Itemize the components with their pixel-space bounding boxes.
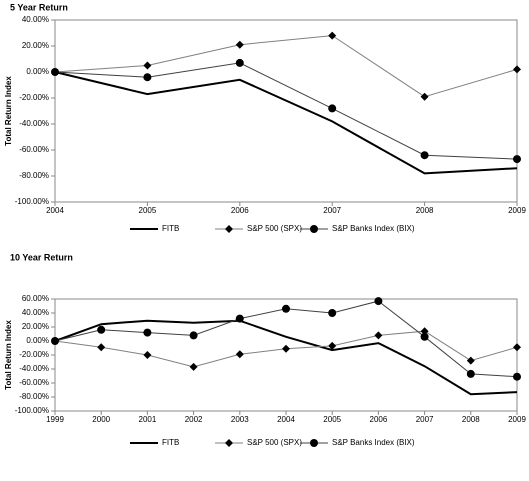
x-tick-label: 2005 [139, 206, 157, 215]
x-tick-label: 2002 [185, 415, 203, 424]
x-tick-label: 2007 [416, 415, 434, 424]
x-tick-label: 2007 [323, 206, 341, 215]
marker-diamond [513, 343, 521, 352]
y-tick-label: 20.00% [22, 41, 49, 50]
x-tick-label: 2003 [231, 415, 249, 424]
x-tick-label: 2006 [370, 415, 388, 424]
marker-circle [143, 73, 152, 82]
marker-circle [282, 304, 290, 313]
marker-diamond [235, 40, 244, 49]
x-tick-label: 2006 [231, 206, 249, 215]
series-line [54, 62, 518, 160]
legend-label: FITB [162, 224, 179, 233]
legend-label: S&P 500 (SPX) [247, 438, 302, 447]
legend-label: S&P Banks Index (BIX) [332, 438, 415, 447]
x-tick-label: 2000 [92, 415, 110, 424]
y-tick-label: 60.00% [22, 294, 49, 303]
marker-circle [310, 439, 318, 447]
y-axis-title: Total Return Index [4, 76, 13, 146]
marker-diamond [143, 61, 152, 70]
y-tick-label: -80.00% [19, 171, 49, 180]
marker-diamond [97, 343, 106, 352]
y-tick-label: -40.00% [19, 119, 49, 128]
marker-diamond [189, 362, 198, 371]
y-tick-label: -80.00% [19, 392, 49, 401]
marker-circle [51, 337, 59, 345]
marker-circle [235, 314, 244, 323]
plot-border [54, 19, 518, 203]
legend-label: S&P 500 (SPX) [247, 224, 302, 233]
marker-circle [374, 297, 383, 306]
marker-diamond [225, 225, 233, 233]
marker-circle [513, 155, 521, 164]
marker-circle [189, 331, 198, 340]
marker-circle [420, 151, 429, 160]
x-tick-label: 2004 [277, 415, 295, 424]
marker-circle [310, 225, 318, 233]
marker-diamond [513, 65, 521, 74]
series-line [54, 319, 518, 396]
y-tick-label: -20.00% [19, 350, 49, 359]
y-tick-label: -100.00% [15, 197, 49, 206]
marker-circle [51, 68, 59, 76]
y-tick-label: 20.00% [22, 322, 49, 331]
legend-label: S&P Banks Index (BIX) [332, 224, 415, 233]
x-tick-label: 2008 [416, 206, 434, 215]
y-tick-label: 0.00% [26, 336, 49, 345]
marker-diamond [282, 344, 290, 353]
series-line [54, 71, 518, 175]
marker-diamond [328, 341, 337, 350]
marker-circle [513, 372, 521, 381]
y-tick-label: -20.00% [19, 93, 49, 102]
x-tick-label: 1999 [46, 415, 64, 424]
x-tick-label: 2009 [508, 206, 526, 215]
marker-circle [328, 309, 337, 317]
x-tick-label: 2008 [462, 415, 480, 424]
y-tick-label: -40.00% [19, 364, 49, 373]
chart-title: 10 Year Return [10, 252, 73, 262]
x-tick-label: 2005 [323, 415, 341, 424]
marker-circle [420, 332, 429, 341]
y-tick-label: -60.00% [19, 378, 49, 387]
y-tick-label: 40.00% [22, 15, 49, 24]
y-tick-label: -100.00% [15, 406, 49, 415]
marker-diamond [143, 351, 152, 359]
y-axis-title: Total Return Index [4, 320, 13, 390]
series-line [54, 35, 518, 98]
y-tick-label: 40.00% [22, 308, 49, 317]
marker-diamond [420, 327, 429, 336]
marker-diamond [235, 350, 244, 359]
x-tick-label: 2009 [508, 415, 526, 424]
marker-diamond [225, 439, 233, 447]
marker-diamond [374, 331, 383, 340]
chart-title: 5 Year Return [10, 2, 68, 12]
marker-circle [328, 104, 337, 113]
y-tick-label: -60.00% [19, 145, 49, 154]
y-tick-label: 0.00% [26, 67, 49, 76]
marker-circle [143, 328, 152, 337]
x-tick-label: 2001 [139, 415, 157, 424]
marker-circle [97, 325, 106, 334]
legend-label: FITB [162, 438, 179, 447]
x-tick-label: 2004 [46, 206, 64, 215]
marker-diamond [420, 92, 429, 101]
marker-diamond [466, 356, 475, 365]
marker-circle [235, 58, 244, 67]
marker-diamond [328, 31, 337, 40]
marker-circle [466, 369, 475, 378]
